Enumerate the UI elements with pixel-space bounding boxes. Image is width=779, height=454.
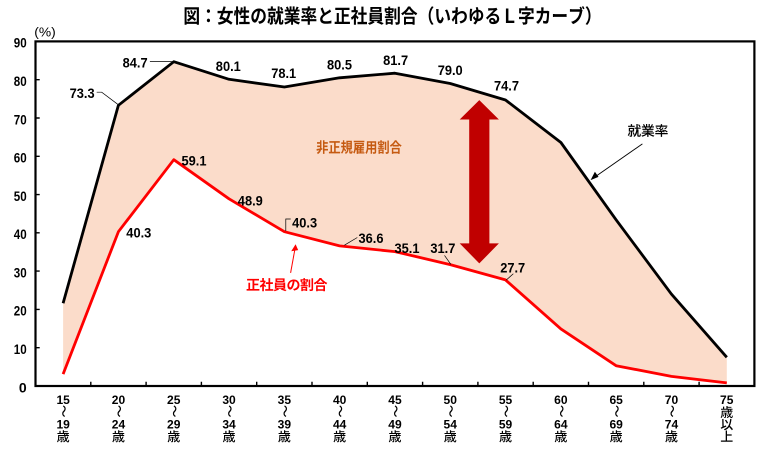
svg-text:80.5: 80.5 <box>327 58 352 73</box>
svg-text:73.3: 73.3 <box>70 86 95 101</box>
svg-text:59.1: 59.1 <box>182 154 207 169</box>
svg-text:78.1: 78.1 <box>271 66 296 81</box>
svg-text:69: 69 <box>609 417 622 431</box>
svg-text:50: 50 <box>14 188 27 204</box>
svg-text:74: 74 <box>665 417 678 431</box>
svg-text:45: 45 <box>388 393 401 407</box>
svg-text:40: 40 <box>14 226 27 242</box>
svg-text:35.1: 35.1 <box>395 241 420 256</box>
svg-text:64: 64 <box>554 417 567 431</box>
svg-text:84.7: 84.7 <box>123 55 148 70</box>
svg-text:10: 10 <box>14 341 27 357</box>
svg-text:48.9: 48.9 <box>238 194 263 209</box>
svg-text:75: 75 <box>720 393 733 407</box>
svg-text:65: 65 <box>609 393 622 407</box>
svg-text:80.1: 80.1 <box>216 59 241 74</box>
svg-text:24: 24 <box>112 417 125 431</box>
svg-text:36.6: 36.6 <box>359 231 384 246</box>
svg-text:29: 29 <box>167 417 180 431</box>
svg-text:70: 70 <box>665 393 678 407</box>
svg-text:40: 40 <box>333 393 346 407</box>
svg-text:40.3: 40.3 <box>292 216 317 231</box>
svg-text:79.0: 79.0 <box>438 63 463 78</box>
svg-text:25: 25 <box>167 393 180 407</box>
svg-text:31.7: 31.7 <box>430 241 455 256</box>
svg-text:15: 15 <box>56 393 69 407</box>
svg-text:70: 70 <box>14 111 27 127</box>
svg-text:34: 34 <box>222 417 235 431</box>
svg-text:39: 39 <box>278 417 291 431</box>
svg-text:60: 60 <box>14 150 27 166</box>
svg-text:30: 30 <box>222 393 235 407</box>
svg-text:59: 59 <box>499 417 512 431</box>
svg-text:54: 54 <box>444 417 457 431</box>
svg-text:40.3: 40.3 <box>126 226 151 241</box>
svg-text:81.7: 81.7 <box>383 53 408 68</box>
svg-text:90: 90 <box>14 35 27 51</box>
svg-text:30: 30 <box>14 264 27 280</box>
svg-text:20: 20 <box>14 303 27 319</box>
svg-text:20: 20 <box>112 393 125 407</box>
svg-text:19: 19 <box>56 417 69 431</box>
svg-text:55: 55 <box>499 393 512 407</box>
svg-text:35: 35 <box>278 393 291 407</box>
svg-text:49: 49 <box>388 417 401 431</box>
svg-text:50: 50 <box>444 393 457 407</box>
svg-text:(%): (%) <box>34 25 56 40</box>
svg-text:80: 80 <box>14 73 27 89</box>
svg-text:44: 44 <box>333 417 346 431</box>
svg-text:0: 0 <box>19 379 27 395</box>
svg-text:27.7: 27.7 <box>500 261 525 276</box>
svg-text:60: 60 <box>554 393 567 407</box>
svg-text:74.7: 74.7 <box>494 79 519 94</box>
